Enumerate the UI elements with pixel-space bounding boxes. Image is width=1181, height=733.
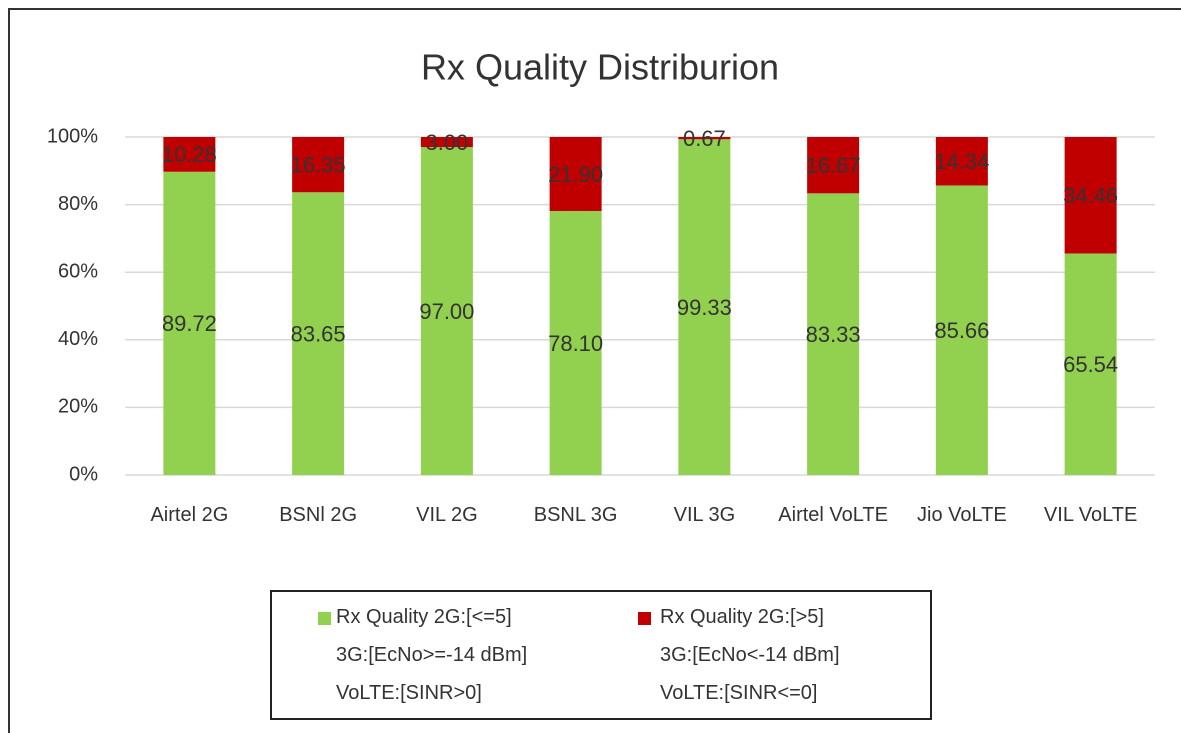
y-tick-label: 80%: [58, 193, 98, 215]
data-label: 83.33: [806, 322, 861, 347]
data-label: 0.67: [683, 126, 726, 151]
bar-segment: [807, 193, 860, 475]
data-label: 21.90: [548, 162, 603, 187]
bar-segment: [1064, 253, 1117, 475]
data-label: 16.35: [291, 152, 346, 177]
data-label: 10.28: [162, 142, 217, 167]
data-label: 34.46: [1063, 183, 1118, 208]
data-label: 16.67: [806, 153, 861, 178]
legend-swatch: [638, 612, 651, 625]
bar-segment: [935, 185, 988, 476]
bar-segment: [678, 139, 731, 476]
y-tick-label: 60%: [58, 260, 98, 282]
bar-segment: [1064, 137, 1117, 254]
data-label: 14.34: [934, 149, 989, 174]
bar-segment: [292, 192, 345, 475]
bar-segment: [292, 137, 345, 193]
legend: Rx Quality 2G:[<=5] 3G:[EcNo>=-14 dBm] V…: [270, 590, 932, 720]
x-tick-label: VIL 2G: [416, 504, 478, 526]
data-label: 85.66: [934, 318, 989, 343]
x-tick-label: BSNL 3G: [533, 504, 618, 526]
y-tick-label: 0%: [69, 463, 98, 485]
legend-swatch: [318, 612, 331, 625]
bar-segment: [420, 137, 473, 148]
data-label: 3.00: [425, 130, 468, 155]
bar-segment: [163, 137, 216, 172]
y-tick-label: 100%: [47, 125, 98, 147]
bar-segment: [549, 137, 602, 212]
data-label: 83.65: [291, 321, 346, 346]
data-label: 99.33: [677, 295, 732, 320]
data-label: 65.54: [1063, 352, 1118, 377]
bar-segment: [935, 137, 988, 186]
x-tick-label: Airtel 2G: [150, 504, 229, 526]
x-tick-label: BSNl 2G: [279, 504, 358, 526]
bar-segment: [549, 211, 602, 475]
bar-segment: [163, 171, 216, 475]
legend-label: Rx Quality 2G:[>5] 3G:[EcNo<-14 dBm] VoL…: [660, 606, 840, 704]
data-label: 89.72: [162, 311, 217, 336]
chart-title: Rx Quality Distriburion: [421, 47, 779, 88]
y-tick-label: 20%: [58, 396, 98, 418]
y-tick-label: 40%: [58, 328, 98, 350]
x-tick-label: VIL 3G: [673, 504, 736, 526]
legend-label: Rx Quality 2G:[<=5] 3G:[EcNo>=-14 dBm] V…: [336, 606, 528, 704]
data-label: 78.10: [548, 331, 603, 356]
x-tick-label: VIL VoLTE: [1043, 504, 1138, 526]
bar-segment: [807, 137, 860, 194]
chart-frame: [8, 8, 1181, 733]
bar-segment: [420, 147, 473, 475]
data-label: 97.00: [419, 299, 474, 324]
bar-segment: [678, 137, 731, 140]
x-tick-label: Airtel VoLTE: [778, 504, 888, 526]
x-tick-label: Jio VoLTE: [917, 504, 1007, 526]
